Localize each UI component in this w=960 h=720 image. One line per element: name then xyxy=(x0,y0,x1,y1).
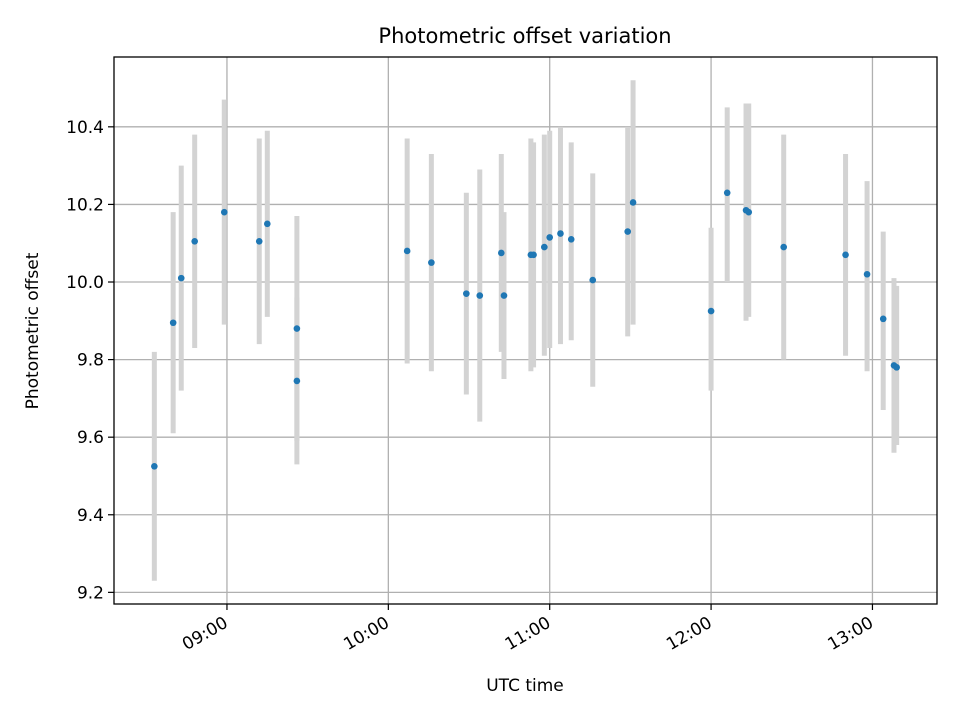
data-point xyxy=(557,230,564,237)
data-point xyxy=(428,259,435,266)
data-point xyxy=(293,377,301,385)
data-point xyxy=(293,325,301,332)
data-point xyxy=(780,243,787,251)
data-point xyxy=(863,270,871,278)
data-point xyxy=(264,220,271,228)
y-tick-label: 10.4 xyxy=(66,118,104,138)
data-point xyxy=(629,199,637,206)
data-point xyxy=(191,237,198,245)
y-axis-ticks: 9.2 9.4 9.6 9.8 10.0 10.2 10.4 xyxy=(66,118,114,603)
data-point xyxy=(707,307,715,315)
y-tick-label: 10.2 xyxy=(66,195,104,215)
data-point xyxy=(723,189,731,197)
data-point xyxy=(567,236,575,243)
data-points xyxy=(151,189,900,470)
data-point xyxy=(151,462,158,470)
y-tick-label: 9.8 xyxy=(77,351,104,371)
data-point xyxy=(497,249,505,257)
data-point xyxy=(624,228,632,235)
data-point xyxy=(879,315,887,323)
data-point xyxy=(220,208,228,216)
data-point xyxy=(842,251,849,259)
data-point xyxy=(403,247,411,255)
data-point xyxy=(255,237,263,245)
x-axis-label: UTC time xyxy=(486,676,564,696)
data-point xyxy=(177,274,185,282)
data-point xyxy=(530,251,537,259)
chart-title: Photometric offset variation xyxy=(378,24,671,48)
data-point xyxy=(500,292,508,299)
data-point xyxy=(476,292,484,299)
data-point xyxy=(745,208,753,216)
data-point xyxy=(463,290,470,297)
data-point xyxy=(589,276,597,284)
y-tick-label: 10.0 xyxy=(66,273,104,293)
y-axis-label: Photometric offset xyxy=(23,252,43,409)
data-point xyxy=(169,319,177,327)
plot-area-frame xyxy=(113,56,938,605)
data-point xyxy=(541,243,548,251)
y-tick-label: 9.6 xyxy=(77,428,104,448)
y-tick-label: 9.4 xyxy=(77,506,104,526)
data-point xyxy=(893,364,900,371)
y-tick-label: 9.2 xyxy=(77,583,104,603)
data-point xyxy=(546,234,554,241)
